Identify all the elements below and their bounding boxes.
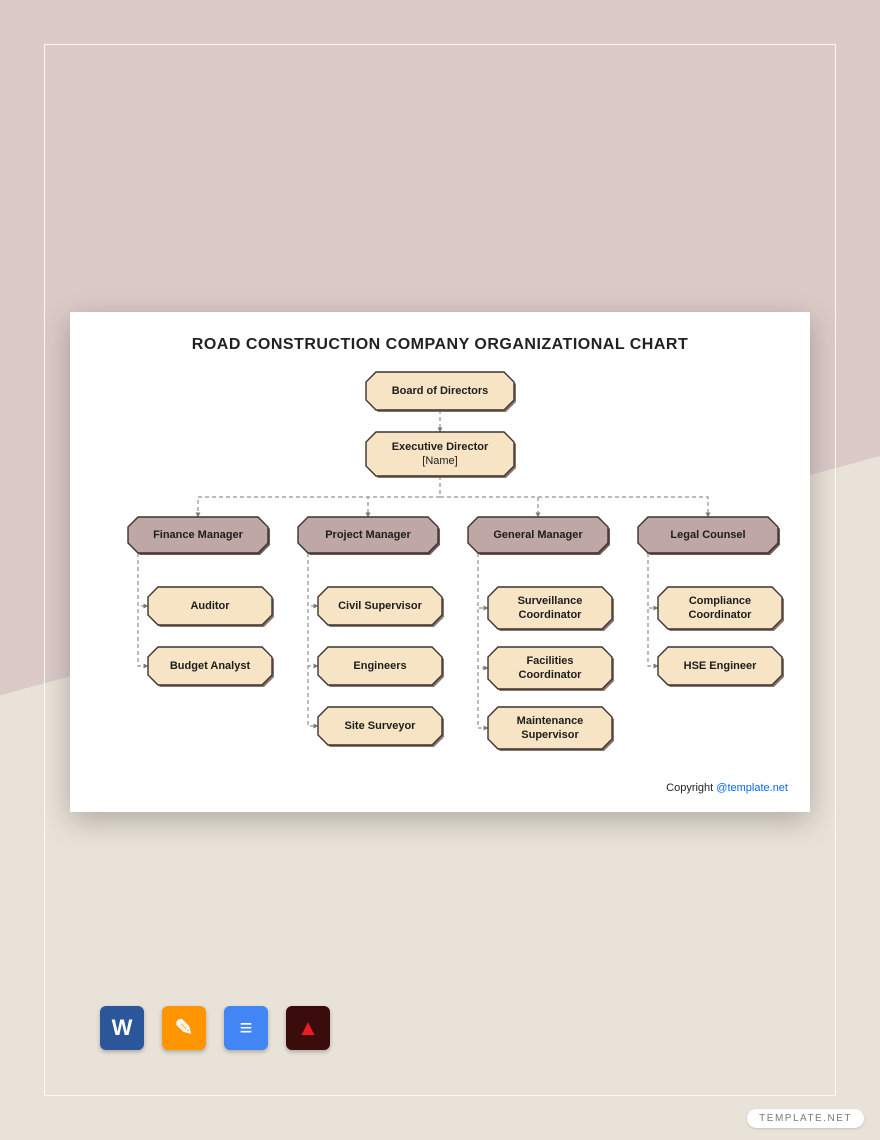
pages-icon[interactable]: ✎ [162, 1006, 206, 1050]
connector [368, 476, 440, 517]
svg-text:Board of Directors: Board of Directors [392, 385, 489, 397]
svg-text:Site Surveyor: Site Surveyor [345, 720, 417, 732]
connector [648, 553, 658, 608]
connector [478, 553, 488, 668]
svg-text:Finance Manager: Finance Manager [153, 529, 244, 541]
svg-text:Facilities: Facilities [526, 655, 573, 667]
svg-text:Executive Director: Executive Director [392, 441, 489, 453]
copyright-link[interactable]: @template.net [716, 782, 788, 794]
connector [308, 553, 318, 726]
org-node-project: Project Manager [298, 517, 440, 555]
svg-text:Engineers: Engineers [353, 660, 406, 672]
connector [138, 553, 148, 666]
chart-title: ROAD CONSTRUCTION COMPANY ORGANIZATIONAL… [70, 336, 810, 354]
acrobat-icon[interactable]: ▲ [286, 1006, 330, 1050]
watermark-badge: TEMPLATE.NET [747, 1109, 864, 1128]
word-icon[interactable]: W [100, 1006, 144, 1050]
svg-text:Compliance: Compliance [689, 595, 751, 607]
org-node-engineers: Engineers [318, 647, 444, 687]
connector [308, 553, 318, 606]
org-chart-card: ROAD CONSTRUCTION COMPANY ORGANIZATIONAL… [70, 312, 810, 812]
org-chart-svg: Board of Directors Executive Director [Nam… [70, 312, 810, 812]
svg-text:Project Manager: Project Manager [325, 529, 411, 541]
org-node-facil: Facilities Coordinator [488, 647, 614, 691]
svg-text:HSE Engineer: HSE Engineer [684, 660, 757, 672]
svg-text:Surveillance: Surveillance [518, 595, 583, 607]
svg-text:Coordinator: Coordinator [689, 609, 753, 621]
org-node-maint: Maintenance Supervisor [488, 707, 614, 751]
org-node-budget: Budget Analyst [148, 647, 274, 687]
svg-text:[Name]: [Name] [422, 455, 457, 467]
app-icons-row: W ✎ ≡ ▲ [100, 1006, 330, 1050]
org-node-legal: Legal Counsel [638, 517, 780, 555]
org-node-surv: Surveillance Coordinator [488, 587, 614, 631]
org-node-exec: Executive Director [Name] [366, 432, 516, 478]
svg-text:Coordinator: Coordinator [519, 669, 583, 681]
gdocs-icon[interactable]: ≡ [224, 1006, 268, 1050]
connector [138, 553, 148, 606]
copyright-line: Copyright @template.net [666, 782, 788, 794]
nodes: Board of Directors Executive Director [Nam… [128, 372, 784, 751]
svg-text:Coordinator: Coordinator [519, 609, 583, 621]
connector [648, 553, 658, 666]
svg-text:Civil Supervisor: Civil Supervisor [338, 600, 422, 612]
connector [440, 476, 708, 517]
svg-text:Auditor: Auditor [190, 600, 230, 612]
org-node-civil: Civil Supervisor [318, 587, 444, 627]
copyright-prefix: Copyright [666, 782, 716, 794]
org-node-hse: HSE Engineer [658, 647, 784, 687]
org-node-general: General Manager [468, 517, 610, 555]
org-node-auditor: Auditor [148, 587, 274, 627]
org-node-finance: Finance Manager [128, 517, 270, 555]
org-node-comp: Compliance Coordinator [658, 587, 784, 631]
org-node-surveyor: Site Surveyor [318, 707, 444, 747]
org-node-board: Board of Directors [366, 372, 516, 412]
connector [308, 553, 318, 666]
svg-text:Maintenance: Maintenance [517, 715, 584, 727]
connector [478, 553, 488, 608]
connector [478, 553, 488, 728]
svg-text:Legal Counsel: Legal Counsel [670, 529, 745, 541]
svg-text:Supervisor: Supervisor [521, 729, 579, 741]
svg-text:Budget Analyst: Budget Analyst [170, 660, 251, 672]
svg-text:General Manager: General Manager [493, 529, 583, 541]
